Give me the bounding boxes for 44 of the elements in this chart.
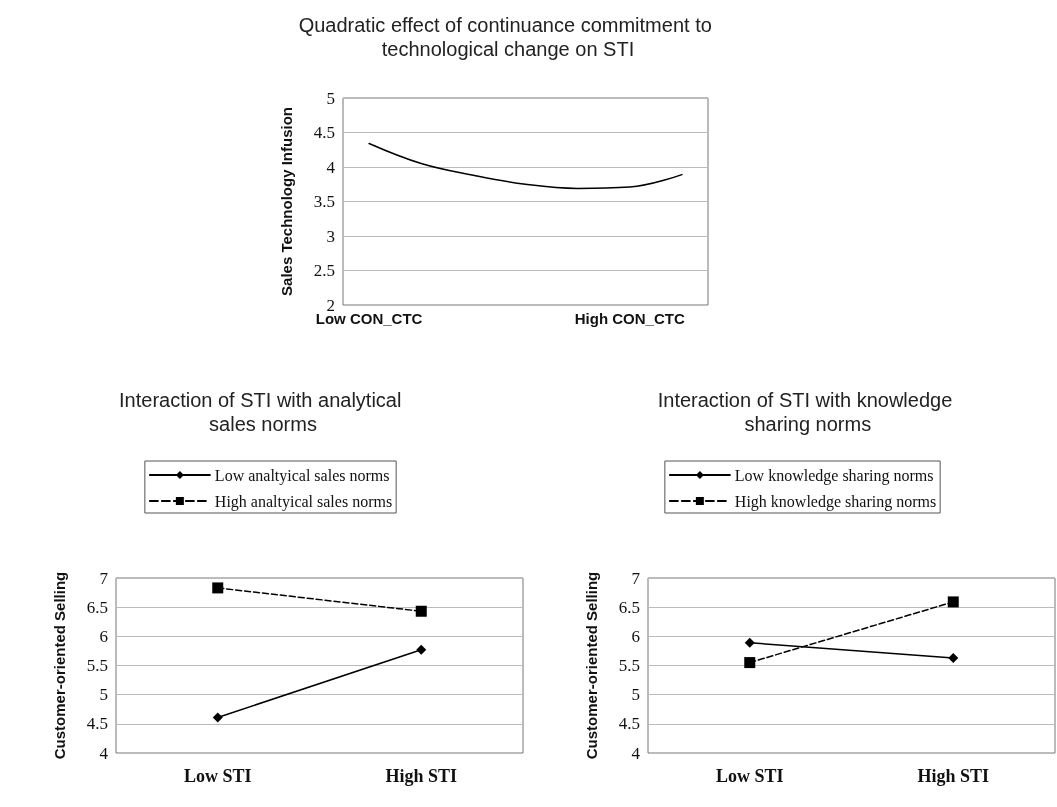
x-tick-label: High STI <box>385 766 458 786</box>
chart-title: Quadratic effect of continuance commitment to technological change on STI <box>298 14 718 60</box>
chart-title: Interaction of STI with analytical sales norms <box>119 389 407 435</box>
y-tick-label: 5.5 <box>618 656 640 675</box>
y-tick-label: 4.5 <box>618 714 640 734</box>
y-tick-label: 3 <box>326 226 335 246</box>
y-tick-label: 4 <box>326 157 336 177</box>
legend-label: Low analtyical sales norms <box>214 466 390 485</box>
legend-label: Low knowledge sharing norms <box>734 466 934 485</box>
line-series <box>368 142 683 190</box>
y-axis-title: Sales Technology Infusion <box>277 107 295 296</box>
y-tick-label: 3.5 <box>313 192 335 211</box>
y-tick-label: 2.5 <box>313 261 335 280</box>
chart-title: Interaction of STI with knowledge sharing norms <box>657 389 953 435</box>
point <box>948 652 959 663</box>
y-tick-label: 5 <box>631 685 640 705</box>
x-tick-label: High CON_CTC <box>574 310 685 327</box>
y-tick-label: 4.5 <box>86 714 108 734</box>
y-tick-label: 4 <box>99 743 109 763</box>
y-axis-title: Customer-oriented Selling <box>50 571 68 760</box>
y-tick-label: 6 <box>99 626 108 646</box>
y-tick-label: 6 <box>631 626 640 646</box>
point <box>212 712 223 723</box>
y-tick-label: 5 <box>99 685 108 705</box>
y-axis-title: Customer-oriented Selling <box>582 571 600 760</box>
x-tick-label: Low STI <box>715 766 784 786</box>
point <box>415 605 427 617</box>
x-tick-label: Low STI <box>183 766 252 786</box>
y-tick-label: 5 <box>326 88 335 108</box>
point <box>744 657 756 669</box>
y-tick-label: 7 <box>99 568 109 588</box>
legend-label: High knowledge sharing norms <box>734 492 937 511</box>
y-tick-label: 5.5 <box>86 656 108 675</box>
y-tick-label: 7 <box>631 568 641 588</box>
y-tick-label: 6.5 <box>86 597 108 617</box>
point <box>416 644 427 655</box>
y-tick-label: 4 <box>631 743 641 763</box>
point <box>212 582 224 594</box>
point <box>947 596 959 608</box>
legend-label: High analtyical sales norms <box>214 492 393 511</box>
y-tick-label: 4.5 <box>313 123 335 142</box>
x-tick-label: High STI <box>917 766 990 786</box>
point <box>744 637 755 648</box>
y-tick-label: 6.5 <box>618 597 640 617</box>
